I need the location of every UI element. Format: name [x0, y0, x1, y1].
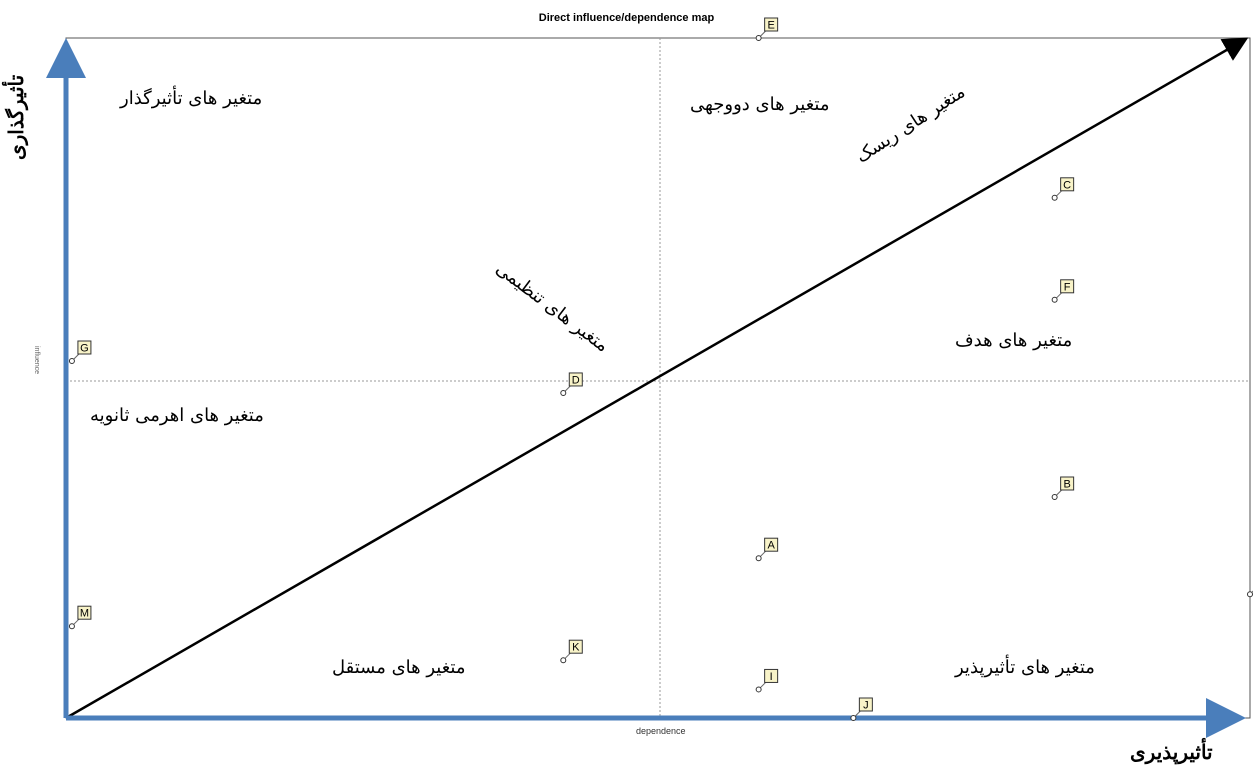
- point-marker: [1247, 591, 1253, 598]
- data-point-k: K: [560, 639, 583, 664]
- diagonal-arrow: [65, 37, 1249, 720]
- zone-dual: متغیر های دووجهی: [690, 94, 830, 115]
- point-marker: [560, 657, 567, 664]
- point-marker: [68, 623, 75, 630]
- x-axis-title: تأثیرپذیری: [1130, 740, 1213, 764]
- point-label: G: [80, 343, 89, 355]
- data-point-e: E: [755, 17, 779, 41]
- data-point-a: A: [755, 537, 779, 562]
- point-label-box: [77, 340, 92, 355]
- data-point-c: C: [1051, 177, 1075, 201]
- point-label: A: [767, 540, 775, 552]
- chart-title: Direct influence/dependence map: [538, 12, 715, 24]
- data-point-m: M: [68, 605, 92, 630]
- data-point-i: I: [755, 668, 779, 693]
- zone-dependent: متغیر های تأثیرپذیر: [955, 657, 1095, 678]
- point-label: E: [767, 20, 774, 32]
- point-marker: [755, 686, 762, 693]
- point-marker: [68, 358, 75, 364]
- point-label: J: [863, 700, 869, 712]
- point-label: B: [1063, 479, 1070, 491]
- point-label: D: [572, 374, 580, 386]
- point-marker: [1051, 194, 1058, 201]
- zone-independent: متغیر های مستقل: [332, 657, 466, 678]
- point-label: C: [1063, 179, 1071, 191]
- point-label-box: [858, 697, 873, 712]
- point-label: I: [770, 671, 773, 683]
- points-layer: A B C D E F G H I J K M: [68, 17, 1253, 721]
- point-label-box: [568, 372, 583, 387]
- x-axis-label: dependence: [636, 726, 686, 736]
- point-label-box: [1060, 177, 1075, 192]
- y-axis-label: influence: [33, 346, 40, 375]
- point-label-box: [764, 17, 779, 32]
- point-marker: [755, 555, 762, 562]
- point-label-box: [764, 537, 779, 552]
- point-marker: [1051, 494, 1058, 500]
- data-point-d: D: [560, 372, 583, 396]
- zone-target: متغیر های هدف: [955, 330, 1073, 351]
- point-label-box: [1060, 476, 1075, 491]
- zone-secondary-lever: متغیر های اهرمی ثانویه: [90, 405, 264, 426]
- point-label-box: [568, 639, 583, 654]
- data-point-f: F: [1051, 279, 1075, 303]
- point-label-box: [764, 668, 779, 683]
- data-point-g: G: [68, 340, 92, 364]
- point-marker: [1051, 296, 1058, 303]
- point-label: K: [572, 642, 580, 654]
- point-label-box: [77, 605, 92, 620]
- data-point-j: J: [850, 697, 873, 721]
- y-axis-title: تأثیرگذاری: [4, 74, 28, 160]
- zone-influential: متغیر های تأثیرگذار: [120, 88, 263, 109]
- point-label-box: [1060, 279, 1075, 294]
- data-point-h: H: [1247, 590, 1253, 598]
- point-marker: [560, 389, 567, 396]
- point-label: M: [80, 608, 89, 620]
- point-marker: [850, 715, 857, 721]
- point-marker: [755, 35, 762, 41]
- data-point-b: B: [1051, 476, 1075, 500]
- point-label: F: [1064, 281, 1071, 293]
